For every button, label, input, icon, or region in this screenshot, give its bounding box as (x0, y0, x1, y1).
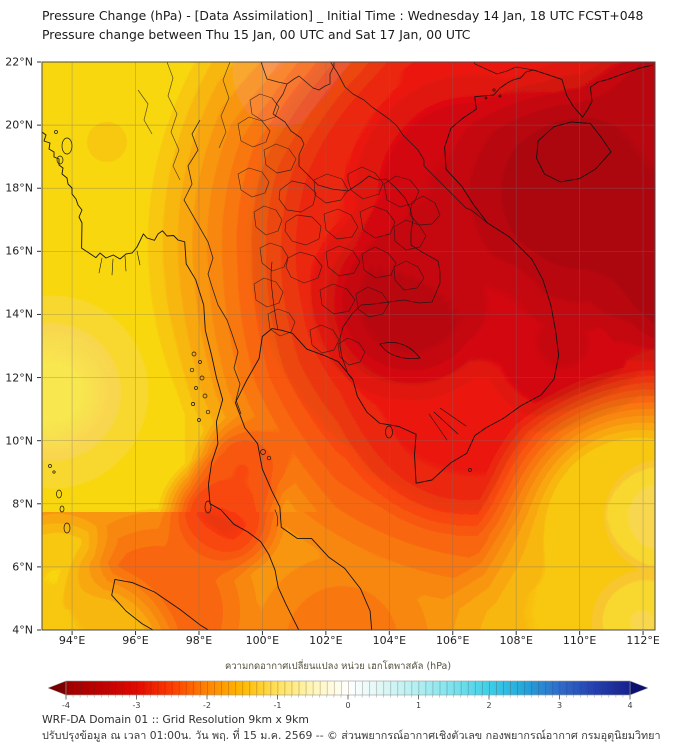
lon-tick-label: 106°E (436, 634, 470, 647)
colorbar-tick-label: -1 (274, 701, 282, 710)
border-china-myanmar-laos (260, 62, 335, 115)
colorbar-segment-separators (66, 681, 630, 695)
coastline-layer (42, 64, 653, 630)
lon-tick-label: 94°E (58, 634, 86, 647)
longitude-axis: 94°E 96°E 98°E 100°E 102°E 104°E 106°E 108°E 110… (42, 634, 660, 650)
colorbar-tick-label: -2 (203, 701, 211, 710)
colorbar-tick-label: 1 (416, 701, 421, 710)
lat-tick-label: 4°N (12, 623, 33, 637)
coastline-hainan-island (536, 121, 612, 183)
lat-tick-label: 20°N (5, 118, 33, 132)
border-china-vietnam (473, 62, 534, 75)
lon-tick-label: 112°E (626, 634, 660, 647)
axis-ticks (37, 61, 644, 635)
footer-domain-info: WRF-DA Domain 01 :: Grid Resolution 9km … (42, 713, 309, 726)
lat-tick-label: 10°N (5, 434, 33, 448)
colorbar-tick-label: 0 (345, 701, 350, 710)
lat-tick-label: 22°N (5, 55, 33, 69)
colorbar-tick-label: -3 (133, 701, 141, 710)
lat-tick-label: 6°N (12, 560, 33, 574)
figure-title-line2: Pressure change between Thu 15 Jan, 00 U… (42, 26, 471, 42)
colorbar-over-arrow (629, 680, 649, 696)
map-plot (37, 61, 656, 635)
tonle-sap-lake (379, 342, 421, 360)
map-frame (41, 61, 656, 631)
colorbar-tick-labels: -4 -3 -2 -1 0 1 2 3 4 (62, 701, 633, 710)
colorbar-tick-label: -4 (62, 701, 70, 710)
figure-title-line1: Pressure Change (hPa) - [Data Assimilati… (42, 8, 644, 23)
colorbar-under-arrow (47, 680, 67, 696)
lon-tick-label: 110°E (562, 634, 597, 647)
country-borders-layer (137, 62, 534, 415)
coastline-gulf-vietnam-china (234, 64, 653, 630)
graticule-grid (42, 62, 655, 630)
lat-tick-label: 12°N (5, 371, 33, 385)
border-myanmar-internal (137, 62, 231, 181)
colorbar-tick-label: 3 (557, 701, 562, 710)
border-myanmar-thailand (183, 119, 242, 415)
lon-tick-label: 104°E (372, 634, 407, 647)
lon-tick-label: 98°E (185, 634, 213, 647)
lat-tick-label: 8°N (12, 497, 33, 511)
lat-tick-label: 16°N (5, 244, 33, 258)
pressure-field-layer (42, 62, 655, 630)
lon-tick-label: 102°E (309, 634, 343, 647)
border-laos-vietnam (330, 62, 488, 224)
colorbar-title: ความกดอากาศเปลี่ยนแปลง หน่วย เฮกโตพาสคัล… (224, 661, 452, 672)
lon-tick-label: 96°E (122, 634, 149, 647)
colorbar: -4 -3 -2 -1 0 1 2 3 4 (47, 680, 649, 710)
coastline-sumatra (111, 578, 209, 630)
delta-river-lines (98, 250, 467, 527)
coastline-west-myanmar-peninsula (42, 131, 300, 630)
colorbar-ticks (65, 695, 631, 700)
latitude-axis: 22°N 20°N 18°N 16°N 14°N 12°N 10°N 8°N 6°N 4°N (0, 56, 38, 637)
colorbar-tick-label: 4 (627, 701, 632, 710)
lat-tick-label: 18°N (5, 181, 33, 195)
figure-title: Pressure Change (hPa) - [Data Assimilati… (42, 7, 643, 44)
footer: WRF-DA Domain 01 :: Grid Resolution 9km … (42, 712, 661, 744)
lon-tick-label: 100°E (245, 634, 280, 647)
footer-credit-info: ปรับปรุงข้อมูล ณ เวลา 01:00น. วัน พฤ. ที… (42, 729, 661, 742)
islands-layer (48, 88, 502, 534)
colorbar-tick-label: 2 (486, 701, 491, 710)
border-thailand-laos-cambodia (272, 113, 441, 380)
lat-tick-label: 14°N (5, 307, 33, 321)
lon-tick-label: 108°E (499, 634, 533, 647)
province-boundaries-layer (237, 93, 441, 366)
